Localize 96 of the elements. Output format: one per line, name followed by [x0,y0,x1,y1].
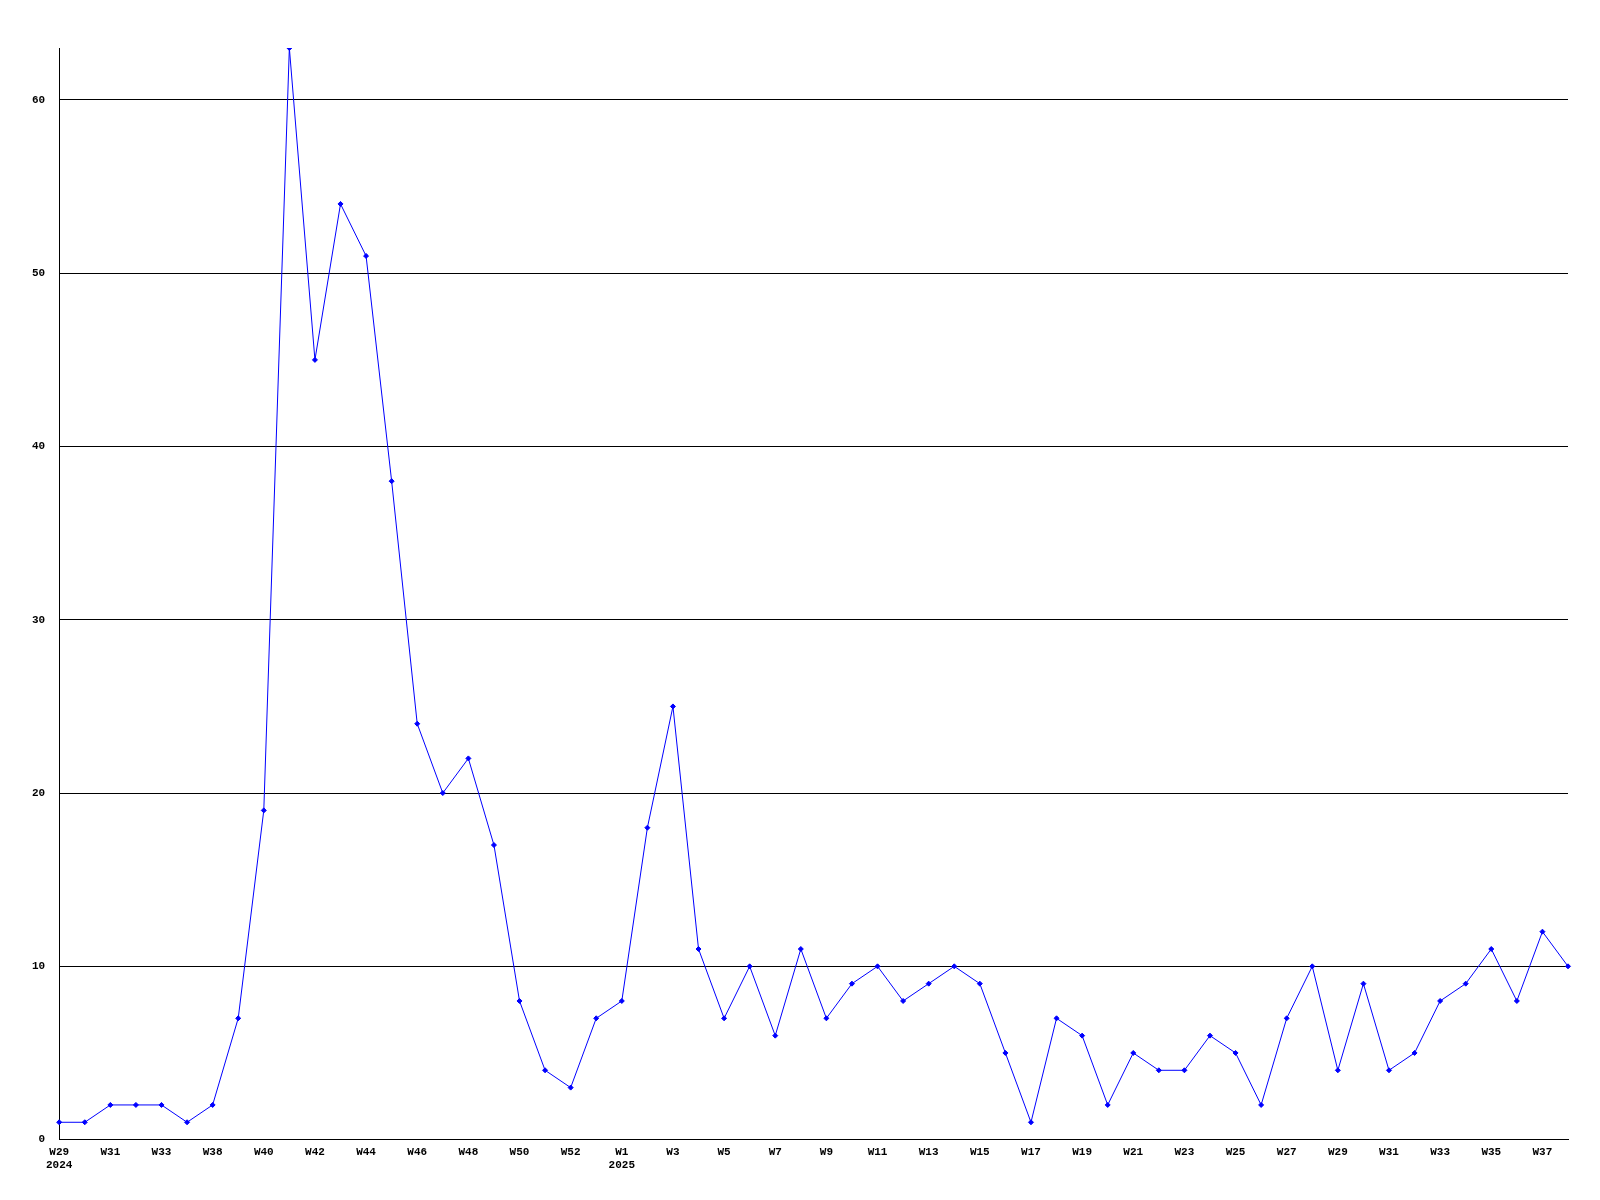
point [1539,928,1546,935]
point [107,1101,114,1108]
point [1360,980,1367,987]
x-tick-label: W52 [560,1145,581,1158]
x-tick-label: W37 [1532,1145,1553,1158]
point [1206,1032,1213,1039]
point [746,963,753,970]
point [388,478,395,485]
x-tick-label: W15 [969,1145,991,1158]
point [1462,980,1469,987]
x-tick-label: W33 [1430,1145,1451,1158]
point [644,824,651,831]
point [209,1101,216,1108]
x-tick-label: W44 [356,1145,377,1158]
y-tick-label: 20 [32,786,46,799]
point [618,997,625,1004]
x-tick-label: W21 [1123,1145,1144,1158]
point [439,790,446,797]
point [414,720,421,727]
point [1437,997,1444,1004]
x-tick-label: W31 [100,1145,121,1158]
point [797,946,804,952]
point [1232,1049,1239,1056]
point [823,1015,830,1022]
point [1411,1049,1418,1056]
y-tick-label: 30 [32,613,46,626]
point [465,755,472,762]
point [311,356,318,363]
point [132,1101,139,1108]
point [976,980,983,987]
x-tick-label: W35 [1481,1145,1502,1158]
y-tick-label: 40 [32,440,46,453]
point [235,1015,242,1022]
x-tick-label: W31 [1379,1145,1400,1158]
x-tick-label: W50 [509,1145,530,1158]
x-tick-label: W3 [666,1145,680,1158]
point [184,1119,191,1126]
x-tick-label: W25 [1225,1145,1246,1158]
point [158,1101,165,1108]
point [1488,946,1495,952]
y-tick-label: 10 [32,960,46,973]
point [874,963,881,970]
point [1155,1067,1162,1074]
x-tick-label: W11 [867,1145,888,1158]
x-tick-label: W40 [253,1145,274,1158]
x-tick-label: W19 [1072,1145,1093,1158]
point [593,1015,600,1022]
point [1002,1049,1009,1056]
point [1513,997,1520,1004]
point [1053,1015,1060,1022]
point [81,1119,88,1126]
point [363,252,370,259]
point [721,1015,728,1022]
x-tick-label: W17 [1021,1145,1041,1158]
point [542,1067,549,1074]
point [925,980,932,987]
point [337,200,344,207]
point [490,842,497,849]
point [516,997,523,1004]
point [1027,1119,1034,1126]
x-tick-label: W13 [918,1145,939,1158]
x-tick-label: W29 2024 [46,1145,73,1172]
point [1309,963,1316,970]
point [1079,1032,1086,1039]
point [1258,1101,1265,1108]
point [1130,1049,1137,1056]
y-tick-label: 60 [32,93,46,106]
point [695,946,702,952]
point [1565,963,1571,970]
x-tick-label: W23 [1174,1145,1195,1158]
x-tick-label: W7 [768,1145,782,1158]
point [567,1084,574,1091]
point [260,807,267,814]
point [848,980,855,987]
point [1181,1067,1188,1074]
x-tick-label: W27 [1276,1145,1297,1158]
point [56,1119,63,1126]
x-tick-label: W42 [305,1145,325,1158]
point [1385,1067,1392,1074]
point [1283,1015,1290,1022]
x-tick-label: W9 [819,1145,833,1158]
point [1104,1101,1111,1108]
point [669,703,676,710]
x-tick-label: W46 [407,1145,428,1158]
point [1334,1067,1341,1074]
x-tick-label: W29 [1327,1145,1348,1158]
x-tick-label: W5 [717,1145,732,1158]
y-tick-label: 50 [32,267,46,280]
x-tick-label: W48 [458,1145,479,1158]
x-tick-label: W38 [202,1145,223,1158]
x-tick-label: W33 [151,1145,172,1158]
point [772,1032,779,1039]
y-tick-label: 0 [38,1133,46,1146]
point [900,997,907,1004]
point [951,963,958,970]
x-tick-label: W1 2025 [608,1145,636,1172]
